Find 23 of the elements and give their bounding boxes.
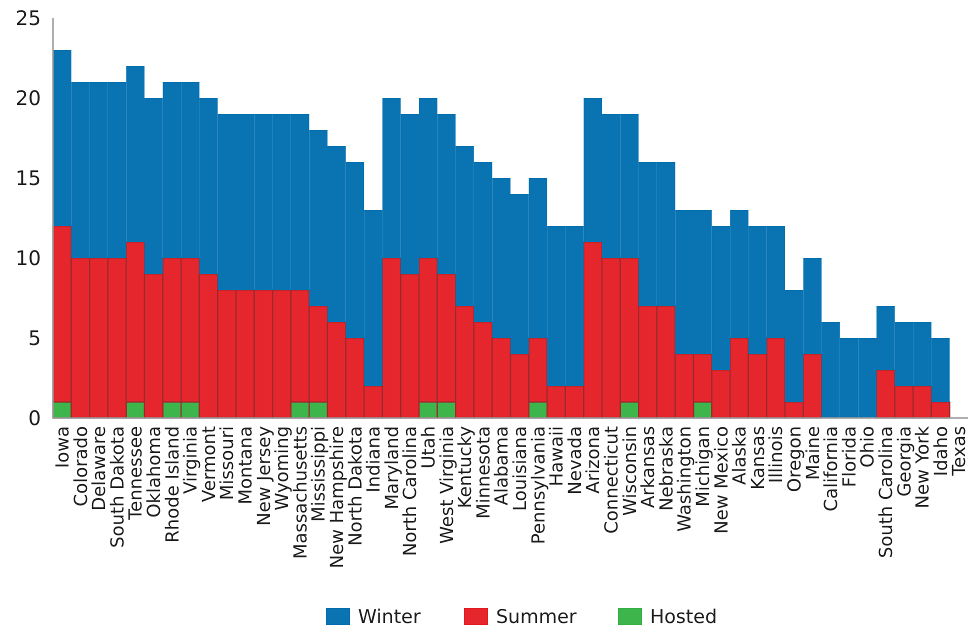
x-tick-label: West Virginia <box>436 426 458 544</box>
legend-label: Hosted <box>650 606 718 628</box>
x-tick-label: Utah <box>418 426 440 469</box>
x-tick-label: Washington <box>674 426 696 532</box>
x-tick-label: Virginia <box>180 426 202 494</box>
x-tick-label: Georgia <box>894 426 916 497</box>
y-tick-label: 0 <box>28 406 41 430</box>
x-tick-label: Mississippi <box>308 426 330 522</box>
x-tick-label: Rhode Island <box>162 426 184 543</box>
x-tick-label: Pennsylvania <box>528 426 550 544</box>
y-tick-label: 5 <box>28 326 41 350</box>
x-tick-label: Iowa <box>52 426 74 468</box>
y-tick-label: 15 <box>16 166 41 190</box>
x-tick-label: Idaho <box>930 426 952 476</box>
legend-label: Winter <box>358 606 421 628</box>
x-tick-label: New Jersey <box>254 426 275 526</box>
legend-label: Summer <box>496 606 577 628</box>
x-tick-label: Wisconsin <box>620 426 641 516</box>
x-tick-label: Texas <box>949 426 970 477</box>
y-tick-label: 25 <box>16 6 41 30</box>
x-tick-label: Colorado <box>70 426 92 506</box>
y-tick-label: 10 <box>16 246 41 270</box>
y-tick-label: 20 <box>16 86 41 110</box>
